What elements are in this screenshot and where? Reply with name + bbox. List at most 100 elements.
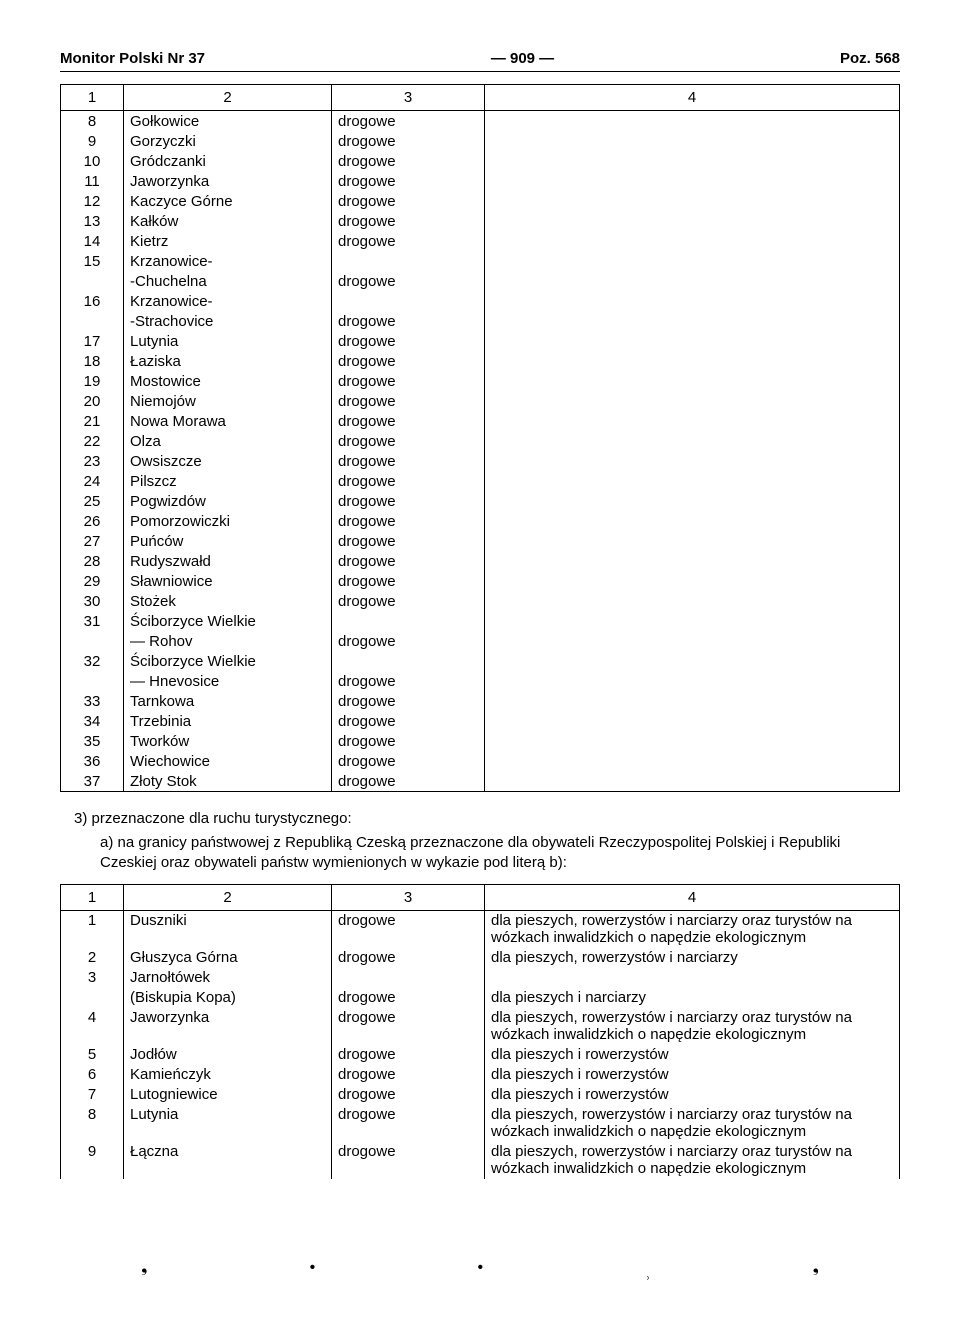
row-name: Gołkowice	[124, 111, 332, 132]
row-note	[485, 311, 900, 331]
table-row: 18Łaziskadrogowe	[61, 351, 900, 371]
row-note	[485, 171, 900, 191]
row-type: drogowe	[332, 531, 485, 551]
row-type: drogowe	[332, 231, 485, 251]
row-name: Łączna	[124, 1142, 332, 1179]
col-2-header: 2	[124, 85, 332, 111]
row-note	[485, 451, 900, 471]
row-type: drogowe	[332, 591, 485, 611]
row-type	[332, 251, 485, 271]
row-type: drogowe	[332, 311, 485, 331]
table-row: 5Jodłówdrogowedla pieszych i rowerzystów	[61, 1045, 900, 1065]
col-3-header: 3	[332, 884, 485, 910]
row-name: Złoty Stok	[124, 771, 332, 792]
row-number	[61, 631, 124, 651]
row-note	[485, 771, 900, 792]
row-type: drogowe	[332, 491, 485, 511]
row-number: 29	[61, 571, 124, 591]
row-type: drogowe	[332, 631, 485, 651]
row-name: Jodłów	[124, 1045, 332, 1065]
row-type: drogowe	[332, 371, 485, 391]
row-number: 36	[61, 751, 124, 771]
row-name: Wiechowice	[124, 751, 332, 771]
footer-glyph: ❟	[813, 1259, 819, 1281]
page-header: Monitor Polski Nr 37 — 909 — Poz. 568	[60, 50, 900, 72]
row-type: drogowe	[332, 391, 485, 411]
row-type: drogowe	[332, 910, 485, 948]
table-row: 33Tarnkowadrogowe	[61, 691, 900, 711]
table-row: 36Wiechowicedrogowe	[61, 751, 900, 771]
row-number: 3	[61, 968, 124, 988]
row-note	[485, 351, 900, 371]
table-row: 16Krzanowice-	[61, 291, 900, 311]
row-name: Tarnkowa	[124, 691, 332, 711]
row-name: Kamieńczyk	[124, 1065, 332, 1085]
row-note: dla pieszych i rowerzystów	[485, 1085, 900, 1105]
row-name: Głuszyca Górna	[124, 948, 332, 968]
row-note	[485, 651, 900, 671]
row-type: drogowe	[332, 551, 485, 571]
row-number: 23	[61, 451, 124, 471]
row-number	[61, 271, 124, 291]
table-row: 14Kietrzdrogowe	[61, 231, 900, 251]
row-number: 9	[61, 131, 124, 151]
row-type: drogowe	[332, 1065, 485, 1085]
table-row: 19Mostowicedrogowe	[61, 371, 900, 391]
table-row: 31Ściborzyce Wielkie	[61, 611, 900, 631]
row-name: Gródczanki	[124, 151, 332, 171]
row-name: Ściborzyce Wielkie	[124, 651, 332, 671]
paragraph-3: 3) przeznaczone dla ruchu turystycznego:	[74, 810, 900, 827]
row-number: 34	[61, 711, 124, 731]
row-number: 21	[61, 411, 124, 431]
table-2: 1 2 3 4 1Dusznikidrogowedla pieszych, ro…	[60, 884, 900, 1179]
row-note	[485, 331, 900, 351]
table-row: 34Trzebiniadrogowe	[61, 711, 900, 731]
row-name: Pilszcz	[124, 471, 332, 491]
table-row: 1Dusznikidrogowedla pieszych, rowerzystó…	[61, 910, 900, 948]
table-row: 25Pogwizdówdrogowe	[61, 491, 900, 511]
row-number: 35	[61, 731, 124, 751]
row-number: 31	[61, 611, 124, 631]
row-number: 37	[61, 771, 124, 792]
row-note	[485, 471, 900, 491]
row-name: Niemojów	[124, 391, 332, 411]
row-note	[485, 751, 900, 771]
row-name: (Biskupia Kopa)	[124, 988, 332, 1008]
row-type: drogowe	[332, 131, 485, 151]
row-number	[61, 671, 124, 691]
row-note	[485, 531, 900, 551]
row-name: Mostowice	[124, 371, 332, 391]
table-1-header-row: 1 2 3 4	[61, 85, 900, 111]
col-2-header: 2	[124, 884, 332, 910]
row-note	[485, 251, 900, 271]
row-type: drogowe	[332, 511, 485, 531]
row-type: drogowe	[332, 691, 485, 711]
table-row: 6Kamieńczykdrogowedla pieszych i rowerzy…	[61, 1065, 900, 1085]
row-note: dla pieszych, rowerzystów i narciarzy or…	[485, 1105, 900, 1142]
row-note	[485, 211, 900, 231]
row-note	[485, 391, 900, 411]
row-type: drogowe	[332, 711, 485, 731]
table-row: 23Owsiszczedrogowe	[61, 451, 900, 471]
table-row: 24Pilszczdrogowe	[61, 471, 900, 491]
table-row: 11Jaworzynkadrogowe	[61, 171, 900, 191]
table-row: 9Łącznadrogowedla pieszych, rowerzystów …	[61, 1142, 900, 1179]
header-left: Monitor Polski Nr 37	[60, 50, 205, 67]
table-row: 3Jarnołtówek	[61, 968, 900, 988]
row-number: 22	[61, 431, 124, 451]
footer-glyph: •	[478, 1259, 484, 1281]
row-note	[485, 551, 900, 571]
row-note	[485, 711, 900, 731]
table-row: 37Złoty Stokdrogowe	[61, 771, 900, 792]
row-note	[485, 511, 900, 531]
row-number	[61, 311, 124, 331]
row-type: drogowe	[332, 191, 485, 211]
row-name: Rudyszwałd	[124, 551, 332, 571]
row-type: drogowe	[332, 571, 485, 591]
row-name: Krzanowice-	[124, 291, 332, 311]
col-1-header: 1	[61, 85, 124, 111]
row-type: drogowe	[332, 211, 485, 231]
row-type	[332, 651, 485, 671]
col-4-header: 4	[485, 85, 900, 111]
table-row: 17Lutyniadrogowe	[61, 331, 900, 351]
